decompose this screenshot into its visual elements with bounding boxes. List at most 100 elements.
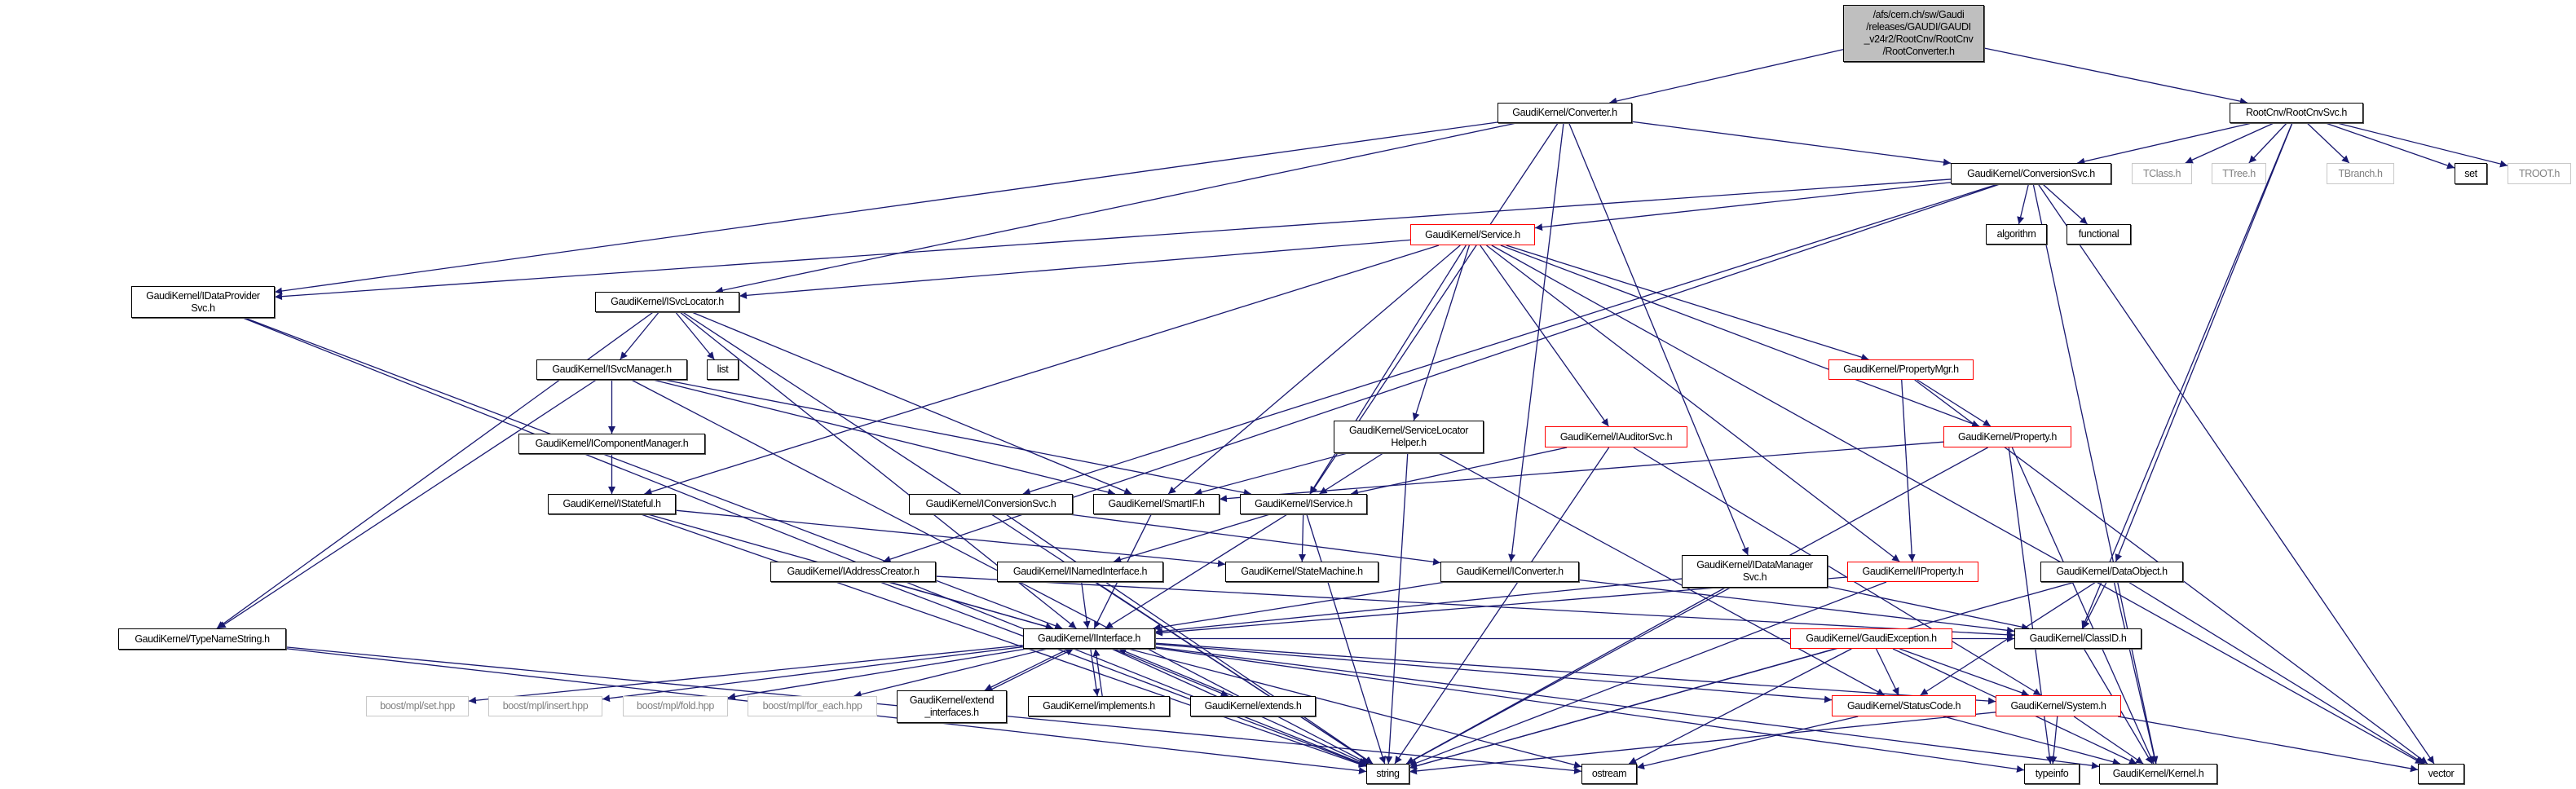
node-classid[interactable]: GaudiKernel/ClassID.h — [2014, 628, 2142, 649]
node-label: RootCnv/RootCnvSvc.h — [2245, 107, 2347, 118]
node-label: set — [2464, 167, 2477, 179]
node-label: boost/mpl/fold.hpp — [637, 700, 714, 712]
node-iconversionsvc[interactable]: GaudiKernel/IConversionSvc.h — [909, 494, 1073, 514]
node-ostream[interactable]: ostream — [1581, 764, 1637, 784]
node-label: GaudiKernel/IDataProvider — [146, 289, 260, 302]
edge-system-to-typeinfo — [2049, 716, 2058, 765]
node-label: GaudiKernel/IDataManager — [1696, 559, 1813, 571]
node-isvclocator[interactable]: GaudiKernel/ISvcLocator.h — [595, 292, 739, 312]
node-implements[interactable]: GaudiKernel/implements.h — [1028, 696, 1170, 716]
node-label: boost/mpl/set.hpp — [380, 700, 455, 712]
node-icomponentmanager[interactable]: GaudiKernel/IComponentManager.h — [518, 434, 705, 454]
edge-service-to-isvclocator — [739, 239, 1411, 299]
edge-service-to-iauditorsvc — [1480, 245, 1609, 427]
edge-conversionsvc-to-kernel — [2032, 183, 2159, 765]
node-tbranch[interactable]: TBranch.h — [2327, 163, 2394, 184]
edge-property-to-smartif — [1219, 441, 1944, 503]
node-typenamestring[interactable]: GaudiKernel/TypeNameString.h — [118, 628, 286, 650]
edge-iaddresscreator-to-string — [880, 581, 1367, 767]
node-typeinfo[interactable]: typeinfo — [2024, 764, 2080, 784]
node-ttree[interactable]: TTree.h — [2212, 163, 2266, 184]
node-istateful[interactable]: GaudiKernel/IStateful.h — [548, 494, 676, 514]
node-idataprovidersvc[interactable]: GaudiKernel/IDataProvider Svc.h — [131, 286, 275, 318]
node-converter[interactable]: GaudiKernel/Converter.h — [1498, 103, 1632, 123]
node-extends[interactable]: GaudiKernel/extends.h — [1190, 696, 1316, 716]
node-mplforeach[interactable]: boost/mpl/for_each.hpp — [748, 696, 877, 716]
edge-service-to-servicelocatorhelper — [1412, 245, 1471, 421]
node-label: GaudiKernel/IAddressCreator.h — [787, 566, 920, 577]
node-iproperty[interactable]: GaudiKernel/IProperty.h — [1847, 562, 1978, 582]
node-statemachine[interactable]: GaudiKernel/StateMachine.h — [1225, 562, 1378, 582]
edge-service-to-iproperty — [1486, 245, 1900, 562]
node-label: GaudiKernel/Kernel.h — [2112, 768, 2204, 779]
edge-iinterface-to-mplfold — [727, 648, 1027, 700]
node-iinterface[interactable]: GaudiKernel/IInterface.h — [1023, 628, 1155, 649]
node-label: vector — [2428, 768, 2455, 779]
node-dataobject[interactable]: GaudiKernel/DataObject.h — [2040, 562, 2183, 582]
edge-system-to-vector — [2117, 716, 2419, 773]
edge-conversionsvc-to-idataprovidersvc — [274, 179, 1952, 301]
node-isvcmanager[interactable]: GaudiKernel/ISvcManager.h — [536, 359, 687, 380]
node-iservice[interactable]: GaudiKernel/IService.h — [1240, 494, 1367, 514]
edge-isvcmanager-to-smartif — [652, 379, 1116, 496]
node-label: GaudiKernel/ISvcManager.h — [552, 364, 672, 375]
edge-service-to-vector — [1491, 245, 2424, 765]
edge-service-to-smartif — [1167, 245, 1461, 495]
node-gaudiexception[interactable]: GaudiKernel/GaudiException.h — [1790, 628, 1952, 649]
node-algorithm[interactable]: algorithm — [1986, 224, 2047, 245]
edge-iinterface-to-mplset — [468, 645, 1024, 704]
node-property[interactable]: GaudiKernel/Property.h — [1943, 426, 2071, 447]
node-functional[interactable]: functional — [2067, 224, 2131, 245]
edge-iaddresscreator-to-classid — [935, 575, 2015, 639]
node-troot[interactable]: TROOT.h — [2508, 163, 2571, 184]
node-inamedinterface[interactable]: GaudiKernel/INamedInterface.h — [997, 562, 1163, 582]
node-label: GaudiKernel/INamedInterface.h — [1012, 566, 1148, 577]
edge-isvclocator-to-smartif — [691, 311, 1132, 495]
edge-rootcnvsvc-to-ttree — [2248, 122, 2287, 164]
edge-system-to-kernel — [2073, 716, 2144, 765]
node-servicelocatorhelper[interactable]: GaudiKernel/ServiceLocator Helper.h — [1334, 421, 1484, 453]
node-iaddresscreator[interactable]: GaudiKernel/IAddressCreator.h — [770, 562, 936, 582]
node-iconverter[interactable]: GaudiKernel/IConverter.h — [1440, 562, 1579, 582]
edge-idatamanagersvc-to-string — [1405, 587, 1726, 765]
edge-rootcnvsvc-to-troot — [2336, 122, 2508, 168]
node-iauditorsvc[interactable]: GaudiKernel/IAuditorSvc.h — [1545, 426, 1687, 447]
node-mplset[interactable]: boost/mpl/set.hpp — [366, 696, 469, 716]
node-label: GaudiKernel/IService.h — [1255, 498, 1352, 509]
node-conversionsvc[interactable]: GaudiKernel/ConversionSvc.h — [1951, 163, 2111, 184]
node-label: _interfaces.h — [924, 707, 979, 718]
node-extendinterfaces[interactable]: GaudiKernel/extend _interfaces.h — [897, 690, 1007, 723]
edge-idatamanagersvc-to-classid — [1827, 585, 2030, 631]
node-kernel[interactable]: GaudiKernel/Kernel.h — [2099, 764, 2217, 784]
node-list[interactable]: list — [707, 359, 739, 380]
node-label: list — [717, 364, 729, 375]
node-system[interactable]: GaudiKernel/System.h — [1996, 695, 2121, 716]
node-label: boost/mpl/for_each.hpp — [762, 700, 862, 712]
node-statuscode[interactable]: GaudiKernel/StatusCode.h — [1832, 695, 1976, 716]
edge-isvclocator-to-isvcmanager — [620, 311, 659, 360]
node-label: GaudiKernel/SmartIF.h — [1108, 498, 1205, 509]
node-tclass[interactable]: TClass.h — [2132, 163, 2192, 184]
node-service[interactable]: GaudiKernel/Service.h — [1410, 224, 1535, 245]
node-label: GaudiKernel/ClassID.h — [2029, 633, 2127, 644]
edge-statuscode-to-ostream — [1636, 716, 1859, 770]
node-propertymgr[interactable]: GaudiKernel/PropertyMgr.h — [1828, 359, 1974, 380]
node-vector[interactable]: vector — [2418, 764, 2464, 784]
node-label: GaudiKernel/Converter.h — [1512, 107, 1617, 118]
node-label: GaudiKernel/GaudiException.h — [1806, 633, 1937, 644]
node-set[interactable]: set — [2455, 163, 2487, 184]
node-label: GaudiKernel/IConverter.h — [1456, 566, 1564, 577]
node-label: algorithm — [1996, 228, 2036, 240]
edge-isvclocator-to-list — [675, 311, 715, 360]
node-root[interactable]: /afs/cern.ch/sw/Gaudi/releases/GAUDI/GAU… — [1843, 5, 1984, 62]
edge-iinterface-to-extendinterfaces — [984, 648, 1070, 691]
node-string[interactable]: string — [1366, 764, 1409, 784]
node-rootcnvsvc[interactable]: RootCnv/RootCnvSvc.h — [2230, 103, 2363, 123]
node-idatamanagersvc[interactable]: GaudiKernel/IDataManager Svc.h — [1682, 555, 1828, 588]
node-mplinsert[interactable]: boost/mpl/insert.hpp — [488, 696, 602, 716]
node-mplfold[interactable]: boost/mpl/fold.hpp — [623, 696, 728, 716]
node-label: /afs/cern.ch/sw/Gaudi — [1872, 9, 1965, 20]
node-smartif[interactable]: GaudiKernel/SmartIF.h — [1093, 494, 1220, 514]
edge-iinterface-to-mplinsert — [602, 646, 1024, 703]
